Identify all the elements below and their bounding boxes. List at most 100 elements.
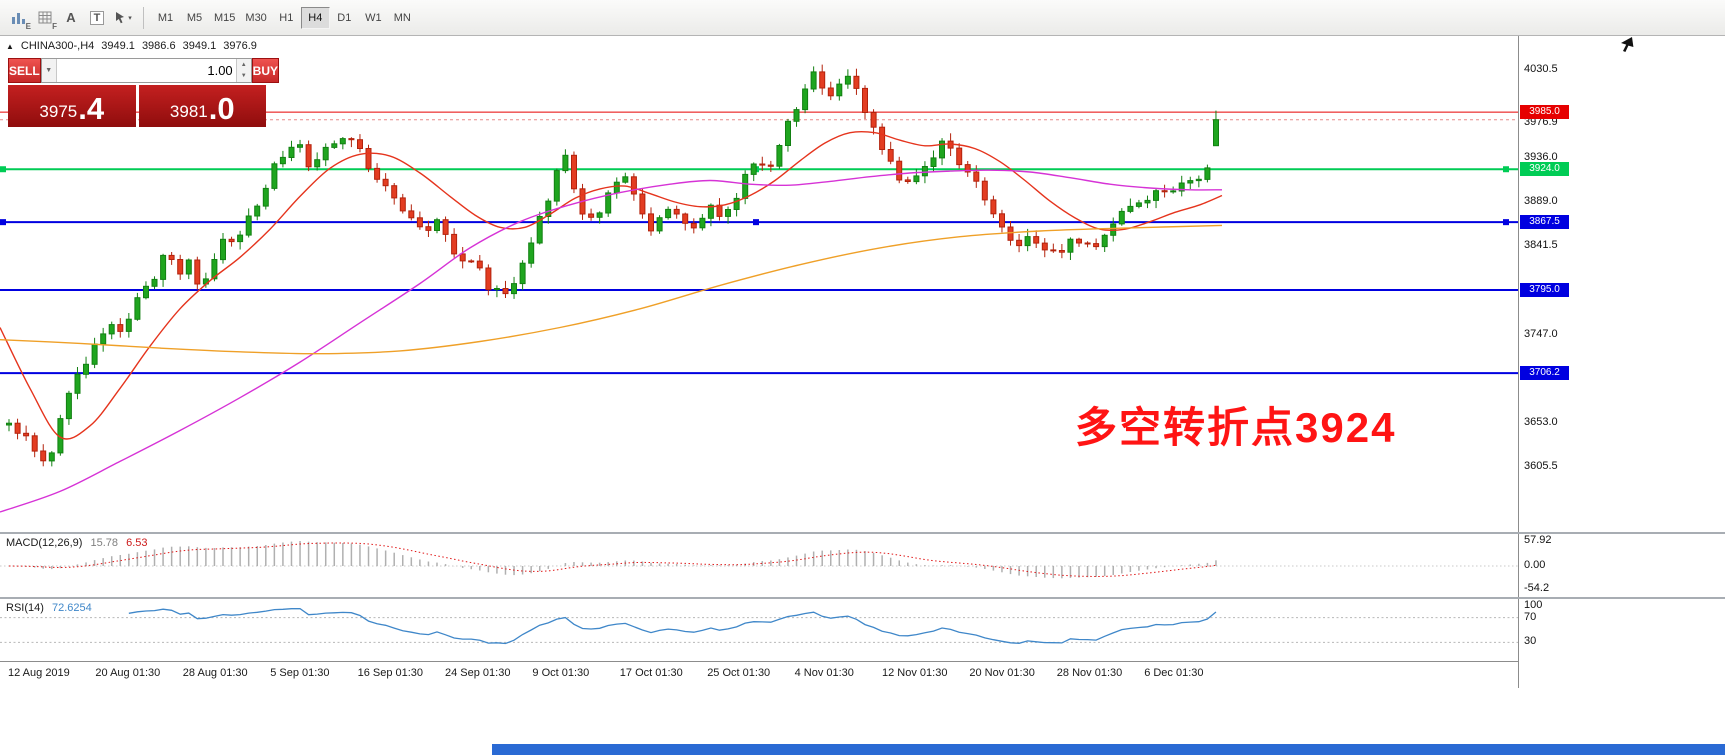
volume-dropdown[interactable]: ▼ <box>41 59 57 82</box>
chart-text-annotation[interactable]: 多空转折点3924 <box>1075 404 1397 451</box>
time-label: 4 Nov 01:30 <box>794 667 854 679</box>
time-label: 6 Dec 01:30 <box>1144 667 1204 679</box>
line-handle[interactable] <box>1503 166 1509 173</box>
chart-tool-e-button[interactable]: E <box>6 5 32 31</box>
sell-button[interactable]: SELL <box>8 58 41 83</box>
price-badge-3985.0: 3985.0 <box>1520 105 1569 120</box>
price-chart-panel[interactable]: ▲ CHINA300-,H4 3949.1 3986.6 3949.1 3976… <box>0 36 1518 532</box>
volume-decrease-button[interactable]: ▼ <box>236 70 251 82</box>
buy-price-display[interactable]: 3981 .0 <box>138 85 266 127</box>
price-chart-canvas[interactable] <box>0 36 1518 532</box>
sell-price-display[interactable]: 3975 .4 <box>8 85 136 127</box>
price-badge-3867.5: 3867.5 <box>1520 215 1569 230</box>
rsi-axis-label: 30 <box>1524 635 1537 648</box>
price-tick-label: 3889.0 <box>1524 195 1558 207</box>
timeframe-h1[interactable]: H1 <box>272 7 301 29</box>
volume-input[interactable] <box>56 59 236 82</box>
rsi-canvas[interactable] <box>0 599 1518 661</box>
timeframe-m1[interactable]: M1 <box>151 7 180 29</box>
taskbar-strip <box>492 744 1725 755</box>
sell-price-frac: .4 <box>78 90 105 126</box>
label-tool-button[interactable]: T <box>84 5 110 31</box>
timeframe-h4[interactable]: H4 <box>300 6 330 29</box>
symbol-title: CHINA300-,H4 <box>20 40 95 52</box>
macd-main-value: 15.78 <box>90 537 119 549</box>
rsi-axis-label: 70 <box>1524 610 1537 623</box>
time-label: 28 Nov 01:30 <box>1056 667 1123 679</box>
time-label: 20 Nov 01:30 <box>969 667 1035 679</box>
buy-price-frac: .0 <box>208 90 235 126</box>
macd-panel[interactable]: MACD(12,26,9) 15.78 6.53 <box>0 534 1518 597</box>
time-label: 20 Aug 01:30 <box>95 667 161 679</box>
time-label: 17 Oct 01:30 <box>619 667 683 679</box>
timeframe-w1[interactable]: W1 <box>359 7 388 29</box>
line-handle[interactable] <box>753 219 759 226</box>
price-scale[interactable]: 4030.5 3936.0 3889.0 3841.5 3747.0 3653.0 3605… <box>1518 36 1725 688</box>
timeframe-m30[interactable]: M30 <box>240 7 271 29</box>
expand-arrow-icon[interactable]: ▲ <box>6 41 14 51</box>
time-label: 25 Oct 01:30 <box>707 667 771 679</box>
rsi-value: 72.6254 <box>51 602 92 614</box>
mini-chart-icon <box>12 12 25 24</box>
time-label: 16 Sep 01:30 <box>357 667 424 679</box>
tool-letter: E <box>25 21 31 31</box>
timeframe-group: M1 M5 M15 M30 H1 H4 D1 W1 MN <box>151 6 417 29</box>
macd-canvas[interactable] <box>0 534 1518 597</box>
time-scale[interactable]: 12 Aug 2019 20 Aug 01:30 28 Aug 01:30 5 Sep… <box>0 661 1725 688</box>
timeframe-m5[interactable]: M5 <box>180 7 209 29</box>
price-tick-label: 3653.0 <box>1524 416 1558 428</box>
time-label: 9 Oct 01:30 <box>532 667 590 679</box>
macd-axis-label: -54.2 <box>1524 582 1550 595</box>
cursor-icon <box>116 12 125 24</box>
price-badge-3795.0: 3795.0 <box>1520 283 1569 298</box>
one-click-trade-panel: SELL ▼ ▲ ▼ BUY 3975 .4 3981 <box>8 58 280 127</box>
chevron-down-icon: ▾ <box>128 14 132 22</box>
panel-splitter[interactable] <box>0 597 1725 599</box>
time-label: 12 Aug 2019 <box>8 667 70 679</box>
panel-splitter[interactable] <box>0 532 1725 534</box>
sell-price-main: 3975 <box>39 102 78 122</box>
rsi-panel[interactable]: RSI(14) 72.6254 <box>0 599 1518 661</box>
grid-tool-f-button[interactable]: F <box>32 5 58 31</box>
price-badge-3706.2: 3706.2 <box>1520 366 1569 381</box>
ohlc-high: 3986.6 <box>141 40 176 52</box>
macd-signal-value: 6.53 <box>126 537 148 549</box>
volume-increase-button[interactable]: ▲ <box>236 59 251 71</box>
line-handle[interactable] <box>0 166 6 173</box>
volume-field: ▼ ▲ ▼ <box>40 58 252 83</box>
price-tick-label: 3605.5 <box>1524 460 1558 473</box>
label-tool-icon: T <box>89 10 105 25</box>
grid-icon <box>38 11 51 23</box>
line-handle[interactable] <box>1503 219 1509 226</box>
time-label: 28 Aug 01:30 <box>182 667 248 679</box>
macd-label: MACD(12,26,9) 15.78 6.53 <box>6 537 148 549</box>
rsi-axis-label: 100 <box>1524 599 1543 611</box>
price-tick-label: 3841.5 <box>1524 239 1558 252</box>
toolbar-separator <box>143 6 144 29</box>
ohlc-open: 3949.1 <box>101 40 135 52</box>
rsi-name: RSI(14) <box>6 602 44 614</box>
cursor-tool-button[interactable]: ▾ <box>110 5 136 31</box>
ohlc-low: 3949.1 <box>182 40 217 52</box>
timeframe-m15[interactable]: M15 <box>209 7 240 29</box>
symbol-info: ▲ CHINA300-,H4 3949.1 3986.6 3949.1 3976… <box>6 40 257 52</box>
ma-slow-orange <box>0 224 1223 355</box>
macd-axis-label: 0.00 <box>1524 559 1546 571</box>
price-tick-label: 4030.5 <box>1524 62 1558 75</box>
line-handle[interactable] <box>0 219 6 226</box>
ma-mid-magenta <box>0 169 1223 513</box>
price-tick-label: 3936.0 <box>1524 151 1558 163</box>
macd-axis-label: 57.92 <box>1524 534 1552 546</box>
buy-button[interactable]: BUY <box>251 58 280 83</box>
timeframe-d1[interactable]: D1 <box>330 7 359 29</box>
macd-name: MACD(12,26,9) <box>6 537 83 549</box>
price-tick-label: 3747.0 <box>1524 327 1558 340</box>
buy-price-main: 3981 <box>169 102 208 122</box>
timeframe-mn[interactable]: MN <box>388 7 417 29</box>
toolbar: E F A T ▾ M1 M5 M15 M30 H1 H4 D1 W1 MN <box>0 0 1725 36</box>
text-tool-icon: A <box>66 10 76 25</box>
mouse-cursor-icon <box>1621 37 1634 52</box>
text-tool-button[interactable]: A <box>58 5 84 31</box>
price-badge-3924.0: 3924.0 <box>1520 162 1569 177</box>
